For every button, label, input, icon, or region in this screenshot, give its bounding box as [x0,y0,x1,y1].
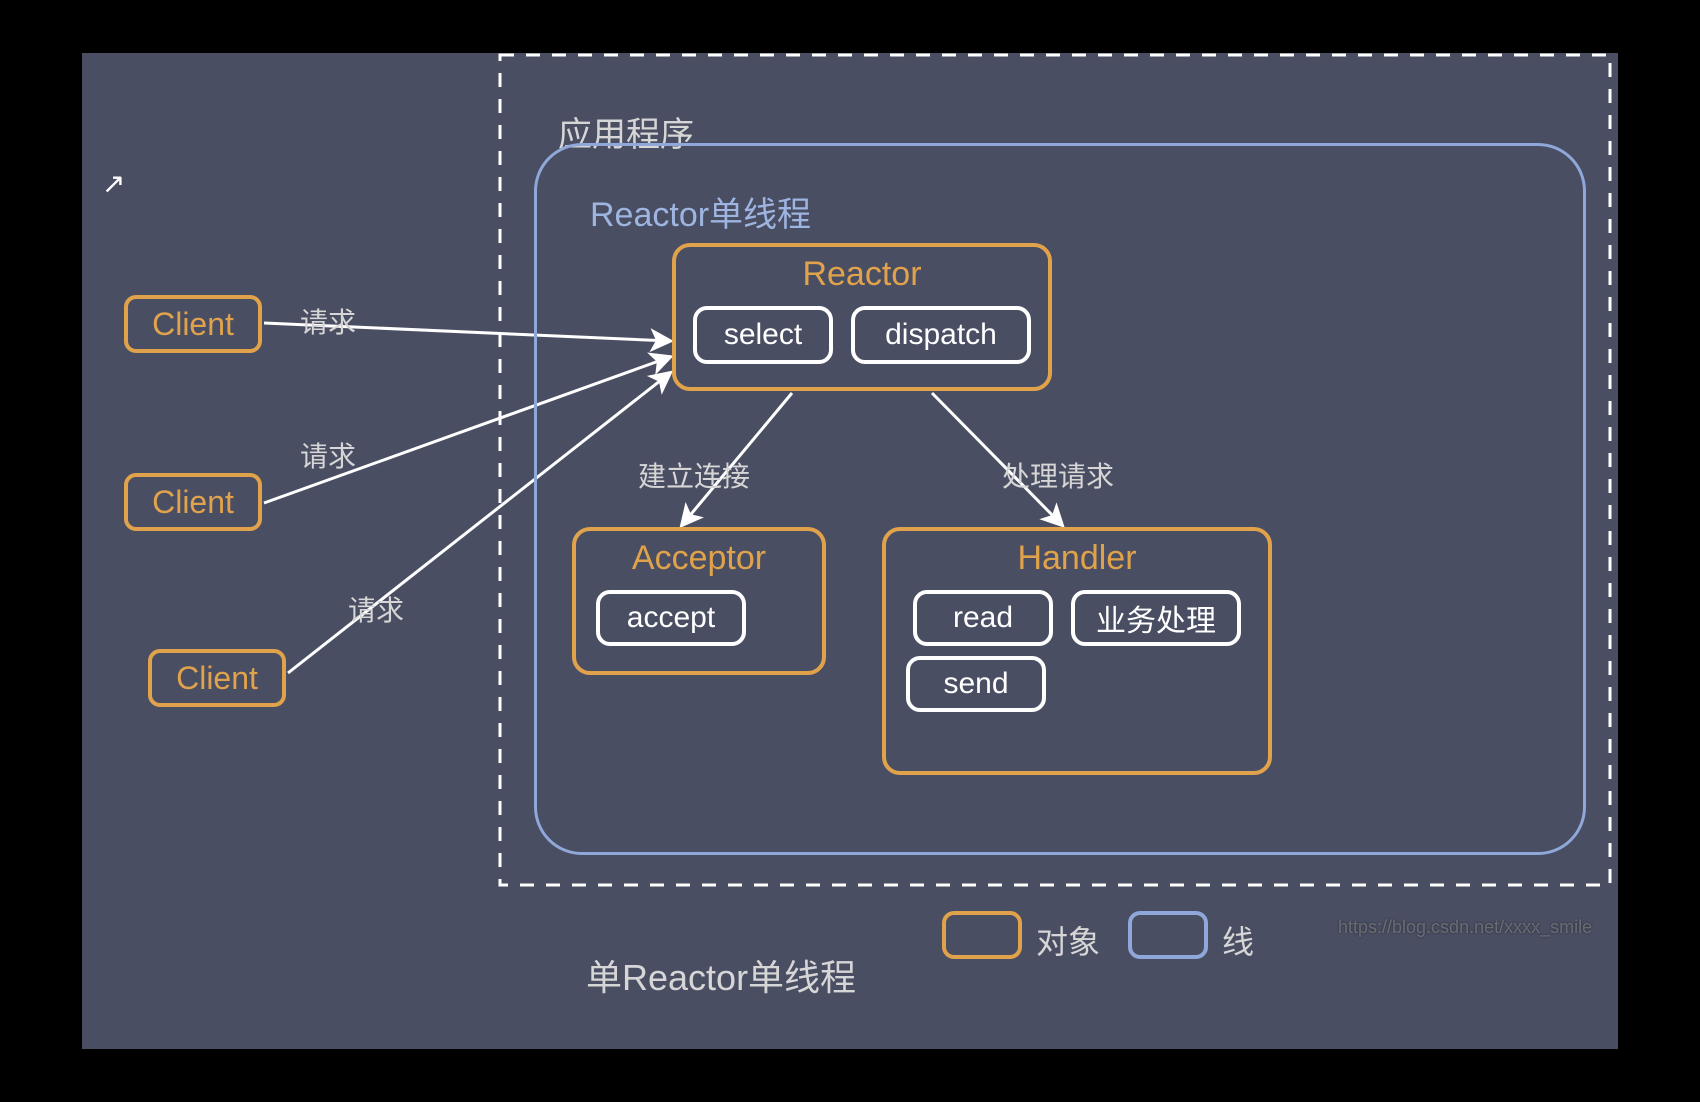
cursor-icon: ↖ [102,167,125,200]
acceptor-box: Acceptor accept [572,527,826,675]
client-box-0: Client [124,295,262,353]
edge-label-2: 请求 [348,589,404,629]
footer-title: 单Reactor单线程 [586,949,856,1001]
client-box-2: Client [148,649,286,707]
reactor-method-select: select [693,306,833,364]
reactor-box: Reactor select dispatch [672,243,1052,391]
watermark: https://blog.csdn.net/xxxx_smile [1338,917,1592,938]
legend-swatch-1 [1128,911,1208,959]
handler-box: Handler read 业务处理 send [882,527,1272,775]
thread-title: Reactor单线程 [590,187,811,236]
acceptor-title: Acceptor [632,539,766,578]
handler-title: Handler [1017,539,1136,578]
edge-label-0: 请求 [300,301,356,341]
legend-label-1: 线 [1222,917,1254,963]
reactor-title: Reactor [802,255,921,294]
edge-label-4: 处理请求 [1002,455,1114,495]
legend-swatch-0 [942,911,1022,959]
handler-method-send: send [906,656,1046,712]
edge-label-3: 建立连接 [638,455,750,495]
edge-label-1: 请求 [300,435,356,475]
handler-method-业务处理: 业务处理 [1071,590,1241,646]
handler-method-read: read [913,590,1053,646]
client-box-1: Client [124,473,262,531]
acceptor-method-accept: accept [596,590,746,646]
reactor-method-dispatch: dispatch [851,306,1031,364]
diagram-canvas: 应用程序Reactor单线程ClientClientClientReactors… [82,53,1618,1049]
legend-label-0: 对象 [1036,917,1100,963]
